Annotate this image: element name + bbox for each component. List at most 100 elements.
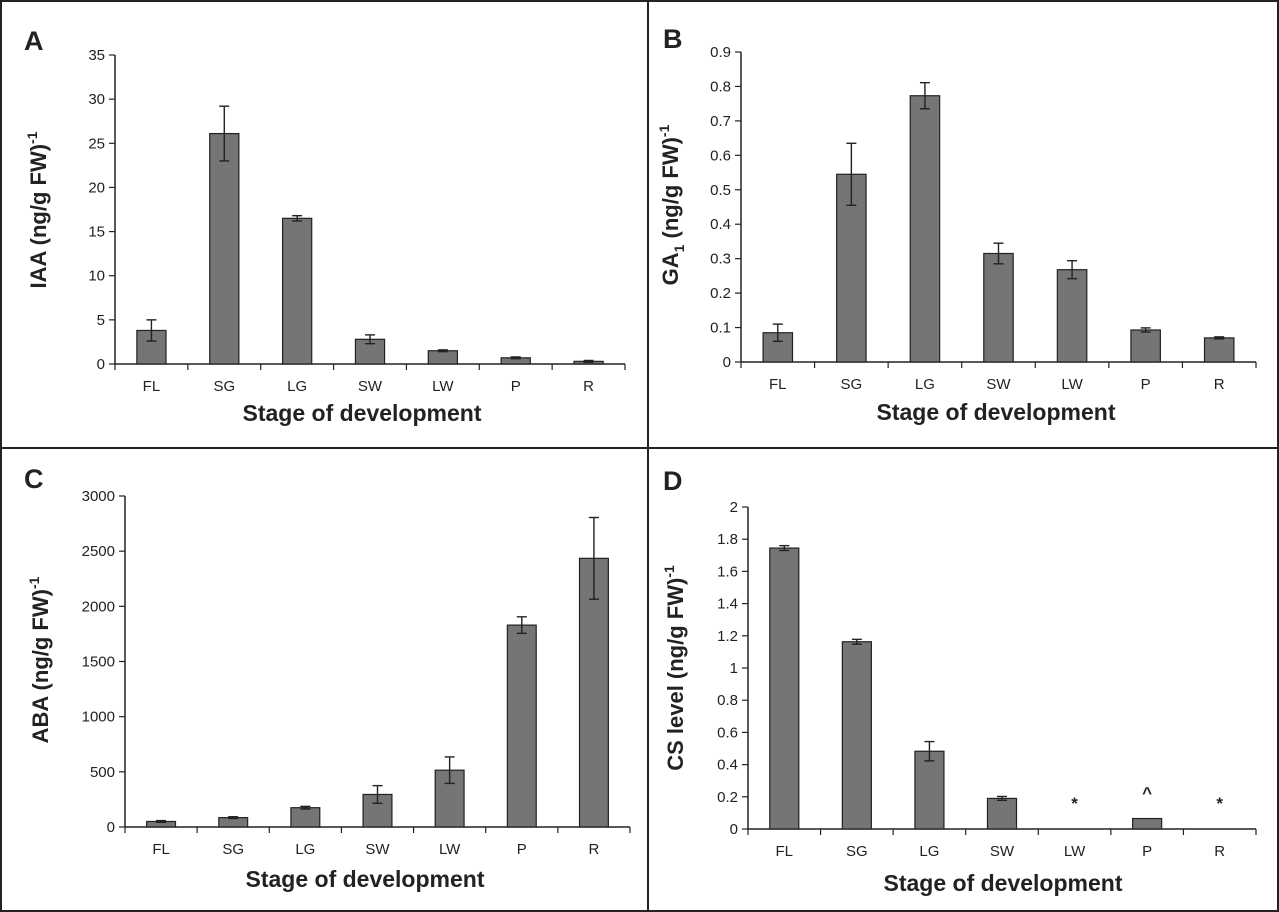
y-tick-label: 0.8 (717, 692, 738, 709)
x-tick-label-sw: SW (990, 843, 1015, 860)
y-tick-label: 500 (90, 764, 115, 781)
y-tick-label: 1 (730, 660, 738, 677)
y-tick-label: 1000 (82, 709, 115, 726)
x-tick-label-fl: FL (143, 378, 161, 395)
x-tick-label-r: R (589, 841, 600, 858)
bar-p (1132, 817, 1163, 830)
y-tick-label: 25 (88, 135, 105, 152)
x-tick-label-fl: FL (152, 841, 170, 858)
y-tick-label: 0.2 (710, 285, 731, 302)
panel-a: A 0 5 10 15 20 25 30 35 FL SG LG SW LW P R Stage of deve… (24, 26, 626, 426)
y-tick-label: 0 (723, 354, 731, 371)
y-tick-label: 0.6 (717, 724, 738, 741)
y-tick-label: 5 (97, 312, 105, 329)
y-tick-label: 0 (107, 819, 115, 836)
bar-r (578, 557, 609, 828)
bar-lg (909, 95, 941, 363)
bar-lg (290, 807, 321, 828)
x-tick-label-lg: LG (295, 841, 315, 858)
x-tick-label-sw: SW (365, 841, 390, 858)
bar-p (506, 624, 537, 828)
panel-letter: D (663, 466, 683, 496)
panel-c: C 0 500 1000 1500 2000 2500 3000 FL SG LG SW LW P R Sta… (24, 464, 631, 892)
x-tick-label-lw: LW (1064, 843, 1086, 860)
x-tick-label-lw: LW (1061, 376, 1083, 393)
bar-sw (983, 252, 1014, 363)
x-tick-label-lw: LW (439, 841, 461, 858)
x-tick-label-p: P (1141, 376, 1151, 393)
panel-letter: A (24, 26, 44, 56)
panel-letter: C (24, 464, 44, 494)
y-axis-label: GA1 (ng/g FW)-1 (656, 124, 687, 285)
y-tick-label: 1.6 (717, 563, 738, 580)
x-axis-label: Stage of development (877, 399, 1116, 425)
y-tick-label: 0.6 (710, 147, 731, 164)
y-tick-label: 2500 (82, 543, 115, 560)
x-tick-label-lg: LG (287, 378, 307, 395)
bar-marker-lw: * (1071, 794, 1078, 813)
bar-sg (841, 641, 872, 830)
y-tick-label: 0 (730, 821, 738, 838)
bar-fl (769, 547, 800, 830)
x-tick-label-lw: LW (432, 378, 454, 395)
x-tick-label-r: R (583, 378, 594, 395)
x-tick-label-lg: LG (919, 843, 939, 860)
y-tick-label: 1500 (82, 654, 115, 671)
y-tick-label: 3000 (82, 488, 115, 505)
x-tick-label-sw: SW (986, 376, 1011, 393)
bar-r (1203, 337, 1235, 363)
bar-lw (427, 350, 459, 365)
y-tick-label: 0.7 (710, 113, 731, 130)
x-tick-label-sw: SW (358, 378, 383, 395)
y-tick-label: 30 (88, 91, 105, 108)
x-tick-label-lg: LG (915, 376, 935, 393)
x-tick-label-sg: SG (213, 378, 235, 395)
bar-lg (914, 750, 945, 830)
y-axis-label: CS level (ng/g FW)-1 (661, 565, 688, 771)
y-tick-label: 0.2 (717, 789, 738, 806)
y-tick-label: 1.2 (717, 628, 738, 645)
x-tick-label-p: P (1142, 843, 1152, 860)
y-tick-label: 2000 (82, 598, 115, 615)
x-tick-label-r: R (1214, 843, 1225, 860)
panel-d: D 0 0.2 0.4 0.6 0.8 1 1.2 1.4 1.6 1.8 2 FL SG LG SW LW * P… (661, 466, 1257, 896)
y-tick-label: 35 (88, 47, 105, 64)
y-axis-label: IAA (ng/g FW)-1 (24, 131, 51, 288)
x-axis-label: Stage of development (246, 866, 485, 892)
y-tick-label: 10 (88, 268, 105, 285)
x-tick-label-fl: FL (776, 843, 794, 860)
panel-letter: B (663, 24, 683, 54)
x-axis-label: Stage of development (243, 400, 482, 426)
y-tick-label: 0 (97, 356, 105, 373)
bar-sg (209, 132, 240, 365)
bar-p (1130, 329, 1161, 363)
y-tick-label: 2 (730, 499, 738, 516)
x-tick-label-fl: FL (769, 376, 787, 393)
x-tick-label-p: P (511, 378, 521, 395)
bar-lw (1056, 269, 1088, 363)
x-tick-label-p: P (517, 841, 527, 858)
y-tick-label: 0.1 (710, 320, 731, 337)
bar-sw (986, 797, 1018, 830)
y-tick-label: 0.3 (710, 251, 731, 268)
y-tick-label: 1.8 (717, 531, 738, 548)
y-tick-label: 15 (88, 224, 105, 241)
x-axis-label: Stage of development (884, 870, 1123, 896)
bar-lg (281, 217, 313, 365)
panel-b: B 0 0.1 0.2 0.3 0.4 0.5 0.6 0.7 0.8 0.9 FL SG LG SW LW P… (656, 24, 1257, 425)
y-tick-label: 0.9 (710, 44, 731, 61)
y-tick-label: 20 (88, 179, 105, 196)
bar-marker-r: * (1216, 794, 1223, 813)
x-tick-label-sg: SG (846, 843, 868, 860)
y-tick-label: 1.4 (717, 596, 738, 613)
y-tick-label: 0.8 (710, 78, 731, 95)
bar-marker-p: ^ (1142, 784, 1152, 803)
x-tick-label-r: R (1214, 376, 1225, 393)
x-tick-label-sg: SG (222, 841, 244, 858)
y-tick-label: 0.4 (710, 216, 731, 233)
y-axis-label: ABA (ng/g FW)-1 (26, 576, 53, 743)
y-tick-label: 0.5 (710, 182, 731, 199)
y-tick-label: 0.4 (717, 757, 738, 774)
